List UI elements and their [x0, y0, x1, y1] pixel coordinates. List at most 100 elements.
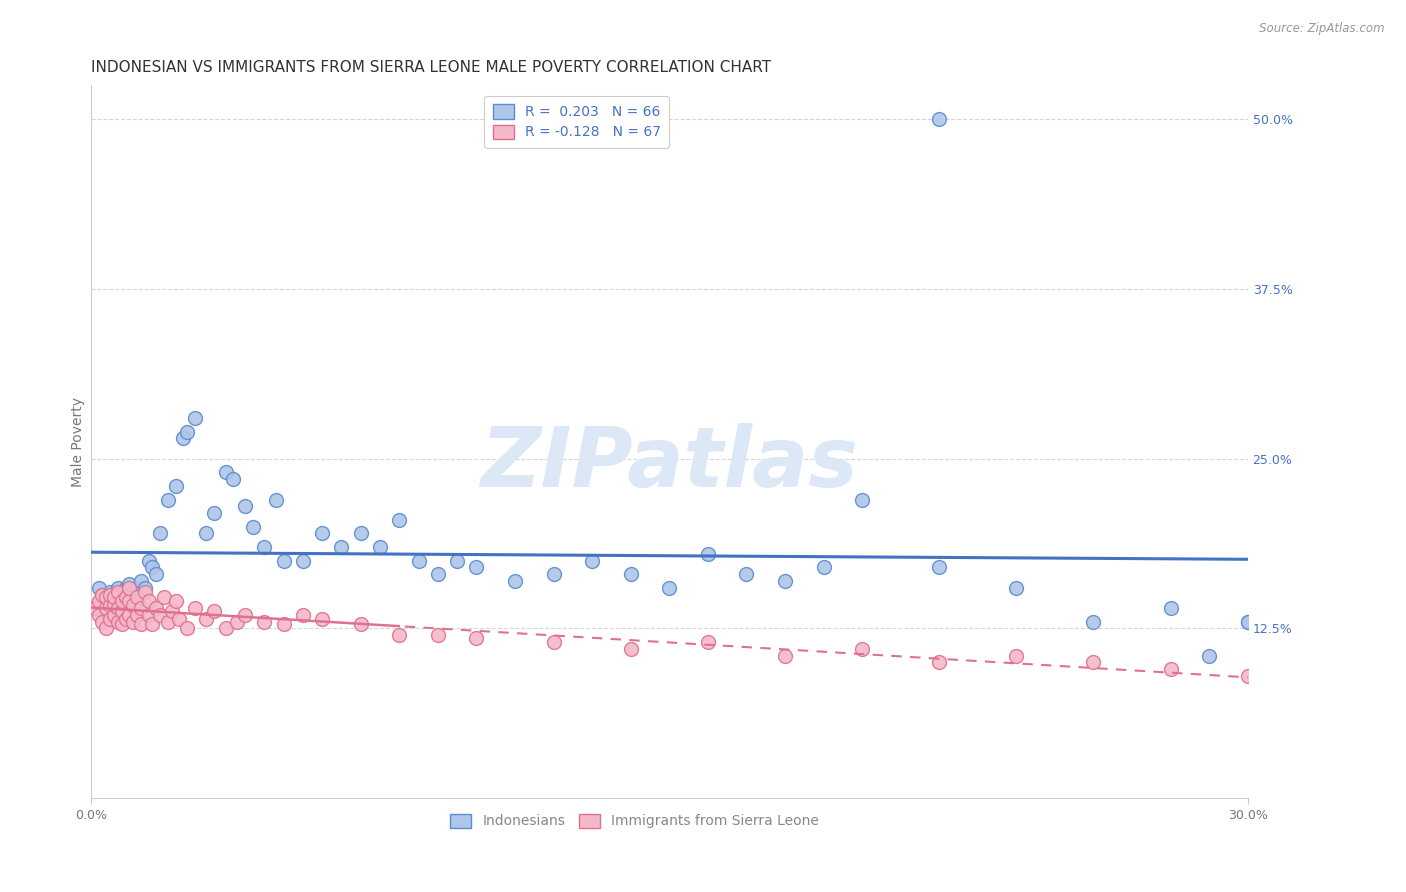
- Text: Source: ZipAtlas.com: Source: ZipAtlas.com: [1260, 22, 1385, 36]
- Point: [122, 615, 145, 629]
- Point: [125, 594, 148, 608]
- Point: [87, 607, 110, 622]
- Point: [368, 540, 391, 554]
- Point: [125, 581, 148, 595]
- Point: [107, 584, 129, 599]
- Point: [215, 466, 238, 480]
- Point: [134, 584, 156, 599]
- Point: [87, 594, 110, 608]
- Point: [735, 567, 758, 582]
- Point: [118, 594, 141, 608]
- Point: [696, 635, 718, 649]
- Point: [813, 560, 835, 574]
- Point: [273, 553, 295, 567]
- Point: [160, 604, 183, 618]
- Point: [156, 492, 179, 507]
- Point: [1083, 615, 1105, 629]
- Point: [114, 612, 136, 626]
- Point: [851, 641, 873, 656]
- Point: [103, 607, 125, 622]
- Point: [465, 631, 488, 645]
- Point: [408, 553, 430, 567]
- Point: [465, 560, 488, 574]
- Point: [184, 601, 207, 615]
- Point: [291, 553, 314, 567]
- Text: ZIPatlas: ZIPatlas: [481, 423, 858, 504]
- Point: [273, 617, 295, 632]
- Point: [98, 584, 121, 599]
- Point: [122, 591, 145, 605]
- Point: [928, 560, 950, 574]
- Point: [1236, 669, 1258, 683]
- Point: [114, 594, 136, 608]
- Point: [145, 567, 167, 582]
- Point: [149, 607, 172, 622]
- Point: [620, 641, 643, 656]
- Point: [1160, 662, 1182, 676]
- Point: [118, 588, 141, 602]
- Point: [96, 594, 118, 608]
- Point: [215, 622, 238, 636]
- Point: [264, 492, 287, 507]
- Point: [195, 526, 218, 541]
- Point: [165, 479, 187, 493]
- Point: [111, 584, 134, 599]
- Point: [581, 553, 603, 567]
- Point: [96, 622, 118, 636]
- Point: [103, 588, 125, 602]
- Point: [350, 617, 373, 632]
- Point: [543, 635, 565, 649]
- Point: [87, 581, 110, 595]
- Point: [83, 601, 105, 615]
- Point: [172, 431, 194, 445]
- Point: [658, 581, 681, 595]
- Point: [928, 656, 950, 670]
- Point: [169, 612, 191, 626]
- Point: [330, 540, 353, 554]
- Point: [202, 506, 225, 520]
- Point: [222, 472, 245, 486]
- Point: [98, 591, 121, 605]
- Point: [114, 581, 136, 595]
- Point: [98, 588, 121, 602]
- Point: [851, 492, 873, 507]
- Point: [311, 612, 333, 626]
- Point: [446, 553, 468, 567]
- Point: [98, 599, 121, 613]
- Point: [1236, 615, 1258, 629]
- Point: [1198, 648, 1220, 663]
- Point: [233, 607, 256, 622]
- Point: [111, 591, 134, 605]
- Point: [149, 526, 172, 541]
- Point: [122, 599, 145, 613]
- Point: [388, 513, 411, 527]
- Point: [291, 607, 314, 622]
- Point: [96, 601, 118, 615]
- Point: [153, 591, 176, 605]
- Point: [122, 584, 145, 599]
- Point: [129, 601, 152, 615]
- Point: [388, 628, 411, 642]
- Point: [226, 615, 249, 629]
- Point: [114, 591, 136, 605]
- Point: [928, 112, 950, 127]
- Point: [1160, 601, 1182, 615]
- Point: [129, 617, 152, 632]
- Point: [96, 591, 118, 605]
- Point: [98, 612, 121, 626]
- Point: [696, 547, 718, 561]
- Point: [311, 526, 333, 541]
- Point: [141, 560, 163, 574]
- Point: [426, 628, 449, 642]
- Point: [253, 615, 276, 629]
- Point: [107, 615, 129, 629]
- Point: [138, 607, 160, 622]
- Point: [125, 607, 148, 622]
- Point: [156, 615, 179, 629]
- Text: INDONESIAN VS IMMIGRANTS FROM SIERRA LEONE MALE POVERTY CORRELATION CHART: INDONESIAN VS IMMIGRANTS FROM SIERRA LEO…: [91, 60, 770, 75]
- Point: [195, 612, 218, 626]
- Point: [103, 599, 125, 613]
- Point: [118, 607, 141, 622]
- Point: [543, 567, 565, 582]
- Point: [1236, 615, 1258, 629]
